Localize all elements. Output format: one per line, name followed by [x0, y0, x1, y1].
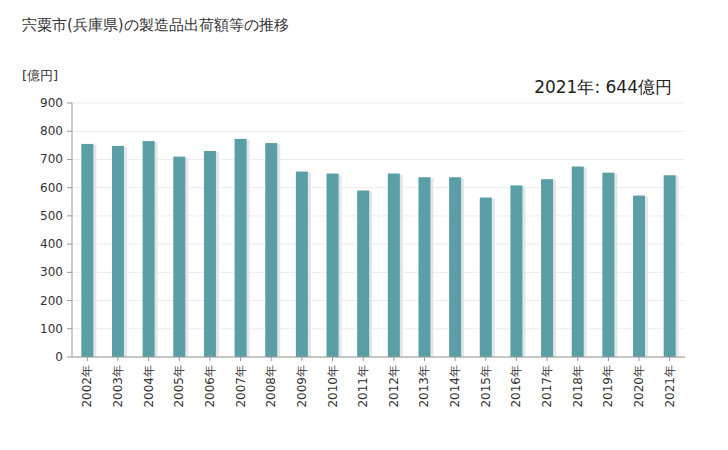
x-tick — [240, 357, 241, 361]
x-tick-label: 2010年 — [326, 365, 340, 408]
tick — [67, 328, 72, 329]
bar — [235, 139, 247, 357]
y-axis — [72, 103, 73, 357]
title: 宍粟市(兵庫県)の製造品出荷額等の推移 — [22, 16, 289, 34]
x-tick-label: 2020年 — [632, 365, 646, 408]
x-tick-label: 2005年 — [172, 365, 186, 408]
x-tick-label: 2009年 — [295, 365, 309, 408]
x-tick — [669, 357, 670, 361]
bar — [357, 190, 369, 357]
x-tick — [393, 357, 394, 361]
y-tick-label: 700 — [40, 152, 63, 166]
tick — [67, 244, 72, 245]
grid-line — [72, 187, 685, 188]
y-tick-label: 500 — [40, 209, 63, 223]
bar — [143, 141, 155, 357]
y-tick-label: 0 — [55, 350, 63, 364]
x-tick — [577, 357, 578, 361]
x-tick-label: 2014年 — [448, 365, 462, 408]
bar — [265, 143, 277, 357]
x-tick-label: 2011年 — [356, 365, 370, 408]
y-tick-label: 200 — [40, 294, 63, 308]
bar — [510, 185, 522, 357]
tick — [67, 300, 72, 301]
grid-line — [72, 103, 685, 104]
bar — [664, 175, 676, 357]
x-tick-label: 2007年 — [234, 365, 248, 408]
x-tick — [209, 357, 210, 361]
x-tick-label: 2006年 — [203, 365, 217, 408]
annotation: 2021年: 644億円 — [534, 77, 672, 97]
x-tick — [332, 357, 333, 361]
x-tick-label: 2018年 — [571, 365, 585, 408]
x-tick — [179, 357, 180, 361]
x-tick-label: 2016年 — [509, 365, 523, 408]
bar — [572, 167, 584, 358]
x-axis — [72, 357, 685, 358]
y-tick-label: 300 — [40, 265, 63, 279]
grid-line — [72, 215, 685, 216]
x-tick — [424, 357, 425, 361]
x-tick — [608, 357, 609, 361]
bar — [173, 157, 185, 357]
bar — [418, 177, 430, 357]
tick — [67, 103, 72, 104]
bar — [112, 146, 124, 357]
x-tick-label: 2012年 — [387, 365, 401, 408]
tick — [67, 159, 72, 160]
bar — [602, 173, 614, 357]
bar — [633, 196, 645, 357]
grid-line — [72, 328, 685, 329]
tick — [67, 187, 72, 188]
grid-line — [72, 131, 685, 132]
tick — [67, 272, 72, 273]
grid-line — [72, 357, 685, 358]
bar — [81, 144, 93, 357]
tick — [67, 357, 72, 358]
x-tick — [148, 357, 149, 361]
x-tick-label: 2017年 — [540, 365, 554, 408]
x-tick — [87, 357, 88, 361]
bar — [541, 179, 553, 357]
y-tick-label: 100 — [40, 322, 63, 336]
bar — [296, 172, 308, 357]
y-tick-label: 400 — [40, 237, 63, 251]
x-tick — [301, 357, 302, 361]
y-tick-label: 600 — [40, 181, 63, 195]
x-tick-label: 2015年 — [479, 365, 493, 408]
bar — [327, 174, 339, 357]
x-tick-label: 2004年 — [142, 365, 156, 408]
tick — [67, 215, 72, 216]
bar — [388, 174, 400, 357]
y-tick-label: 800 — [40, 124, 63, 138]
x-tick — [271, 357, 272, 361]
y-axis-label: [億円] — [22, 68, 58, 83]
x-tick-label: 2019年 — [601, 365, 615, 408]
x-tick — [547, 357, 548, 361]
x-tick-label: 2013年 — [417, 365, 431, 408]
x-tick — [485, 357, 486, 361]
grid-line — [72, 300, 685, 301]
x-tick — [363, 357, 364, 361]
tick — [67, 131, 72, 132]
x-tick — [516, 357, 517, 361]
bars — [81, 139, 678, 357]
y-tick-label: 900 — [40, 96, 63, 110]
bar — [204, 151, 216, 357]
x-tick-label: 2003年 — [111, 365, 125, 408]
x-tick-label: 2008年 — [264, 365, 278, 408]
x-tick — [639, 357, 640, 361]
grid-line — [72, 272, 685, 273]
x-tick-label: 2021年 — [663, 365, 677, 408]
bar — [449, 177, 461, 357]
grid-line — [72, 244, 685, 245]
x-tick-label: 2002年 — [80, 365, 94, 408]
bar — [480, 198, 492, 357]
chart: 宍粟市(兵庫県)の製造品出荷額等の推移 [億円] 2021年: 644億円 0 100 2… — [0, 0, 728, 450]
x-tick — [455, 357, 456, 361]
grid-line — [72, 159, 685, 160]
x-tick — [117, 357, 118, 361]
